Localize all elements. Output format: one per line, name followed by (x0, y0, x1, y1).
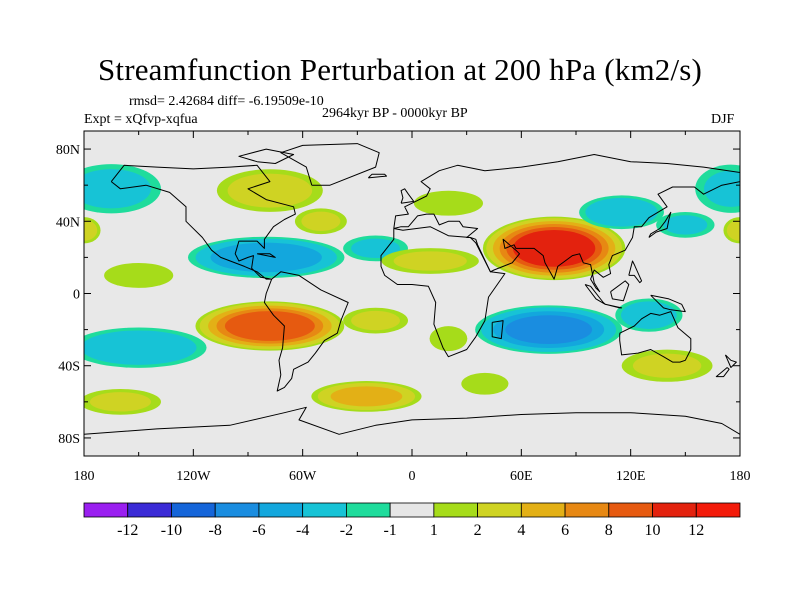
x-tick-label: 180 (730, 469, 751, 484)
colorbar-label: 8 (605, 522, 613, 539)
coastline-3 (263, 271, 349, 392)
plot-title: Streamfunction Perturbation at 200 hPa (… (97, 52, 703, 87)
colorbar-swatch (171, 502, 216, 518)
colorbar-label: -2 (340, 522, 353, 539)
x-tick-label: 120W (176, 469, 211, 484)
coastline-19 (257, 253, 276, 258)
season-label: DJF (711, 112, 735, 127)
contour-level-11-2 (585, 197, 658, 227)
colorbar-label: -8 (209, 522, 222, 539)
coastline-1 (280, 143, 380, 186)
contour-level-20-2 (632, 353, 702, 378)
coastline-7 (619, 311, 692, 363)
contour-level-5-2 (726, 219, 740, 241)
y-tick-label: 40N (56, 215, 80, 230)
y-tick-label: 40S (58, 360, 80, 375)
x-axis: 180 120W 60W 0 60E 120E 180 (74, 131, 751, 484)
coastline-15 (715, 367, 730, 378)
y-tick-label: 80N (56, 143, 80, 158)
colorbar-label: 1 (430, 522, 438, 539)
contour-fills (84, 164, 740, 415)
contour-level-14-8 (224, 311, 315, 341)
contour-level-7-2 (351, 238, 400, 259)
coastline-10 (605, 303, 623, 309)
colorbar-swatch (214, 502, 260, 518)
colorbar-label: 4 (517, 522, 525, 539)
contour-level-21-4 (330, 386, 403, 407)
colorbar-swatch (608, 502, 653, 518)
colorbar-swatch (389, 502, 435, 518)
colorbar-swatch (695, 502, 741, 518)
coastline-16 (491, 320, 504, 340)
x-tick-label: 180 (74, 469, 95, 484)
experiment-label: Expt = xQfvp-xqfua (84, 112, 198, 127)
colorbar-label: 6 (561, 522, 569, 539)
coastline-9 (584, 284, 606, 305)
colorbar-label: -12 (117, 522, 138, 539)
colorbar-swatch (83, 502, 129, 518)
colorbar-label: -6 (252, 522, 265, 539)
colorbar-swatch (345, 502, 391, 518)
x-tick-label: 120E (616, 469, 646, 484)
contour-level-23-2 (89, 392, 151, 412)
contour-level-0-2 (227, 173, 313, 208)
colorbar-label: 2 (474, 522, 482, 539)
coastline-18 (367, 173, 387, 179)
coastlines (84, 143, 740, 435)
colorbar-label: -4 (296, 522, 309, 539)
colorbar-swatch (302, 502, 347, 518)
coastline-8 (648, 211, 672, 238)
contour-level-6-4 (210, 242, 322, 273)
contour-level-19-2 (621, 301, 677, 329)
contour-level-12-2 (663, 215, 708, 235)
contour-level-10-1 (413, 190, 484, 216)
colorbar-swatch (652, 502, 697, 518)
coastline-5 (393, 154, 740, 293)
colorbar-swatch (127, 502, 172, 518)
y-tick-label: 0 (73, 288, 80, 303)
contour-level-17-1 (429, 326, 468, 352)
contour-level-2-2 (84, 169, 151, 209)
colorbar-label: -10 (161, 522, 182, 539)
colorbar: -12 -10 -8 -6 -4 -2 -1 1 2 4 6 8 10 12 (83, 502, 741, 539)
coastline-12 (650, 294, 686, 313)
contour-level-3-2 (704, 170, 740, 207)
contour-level-1-2 (301, 211, 341, 231)
coastline-13 (628, 260, 643, 284)
colorbar-label: -1 (383, 522, 396, 539)
colorbar-label: 10 (645, 522, 661, 539)
contour-level-8-2 (393, 251, 467, 271)
colorbar-swatch (258, 502, 304, 518)
coastline-6 (400, 188, 415, 204)
map-field (84, 131, 740, 456)
coastline-17 (84, 406, 740, 435)
coastline-11 (610, 280, 630, 302)
contour-level-22-1 (461, 372, 509, 395)
colorbar-swatch (477, 502, 522, 518)
x-tick-label: 0 (409, 469, 416, 484)
period-label: 2964kyr BP - 0000kyr BP (322, 106, 468, 121)
contour-level-13-1 (104, 262, 174, 288)
colorbar-swatch (433, 502, 479, 518)
x-tick-label: 60W (289, 469, 317, 484)
contour-level-16-2 (351, 310, 400, 331)
coastline-2 (238, 148, 295, 164)
coastline-0 (110, 164, 296, 280)
colorbar-label: 12 (688, 522, 704, 539)
contour-level-4-2 (84, 219, 98, 241)
colorbar-swatch (520, 502, 566, 518)
coastline-14 (724, 354, 737, 368)
stats-text: rmsd= 2.42684 diff= -6.19509e-10 (129, 94, 324, 109)
contour-level-18-6 (505, 315, 593, 344)
y-tick-label: 80S (58, 432, 80, 447)
map-background (84, 131, 740, 456)
x-tick-label: 60E (510, 469, 533, 484)
contour-level-9-10 (512, 230, 596, 267)
colorbar-swatch (564, 502, 610, 518)
y-axis: 80N 40N 0 40S 80S (56, 143, 740, 447)
contour-level-15-2 (84, 330, 197, 365)
